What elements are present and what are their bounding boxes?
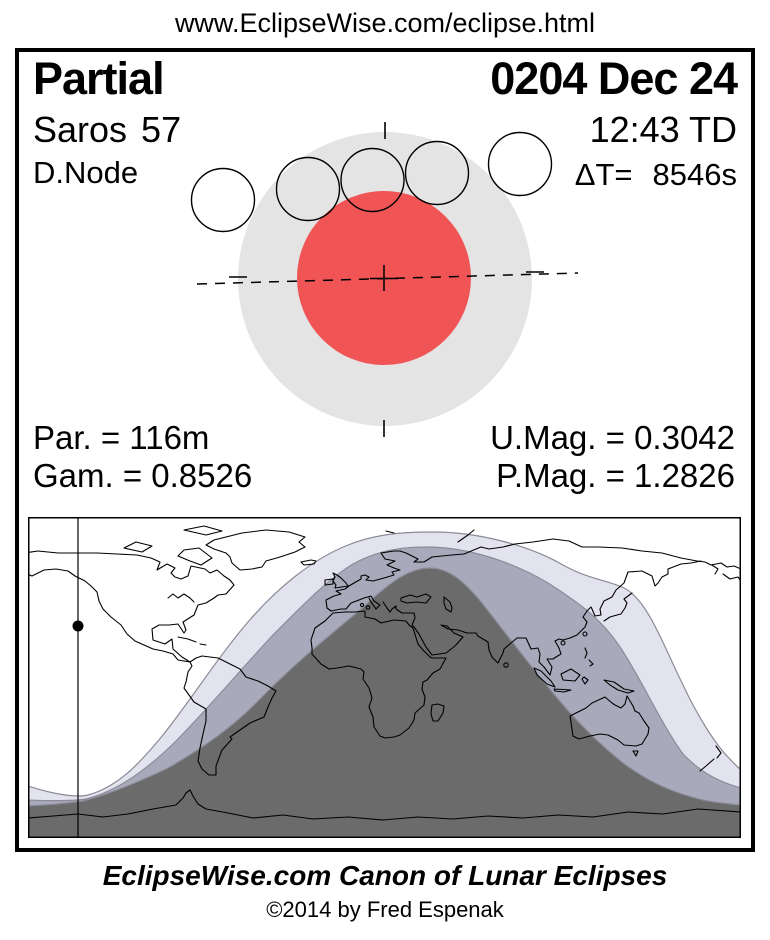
eclipse-geometry-diagram [190,122,579,437]
moon-path-dashed-line [196,272,579,285]
moon-contact-circle-3 [340,147,405,213]
moon-contact-circle-2 [275,156,341,222]
gamma-value: Gam. = 0.8526 [33,457,253,494]
moon-contact-circles [190,131,553,233]
page-url-text: www.EclipseWise.com/eclipse.html [174,8,596,38]
zone-entire-eclipse-visible [29,568,740,837]
delta-t-line: ΔT= 8546s [575,159,737,190]
map-border [28,517,741,838]
copyright-line: ©2014 by Fred Espenak [266,897,504,922]
eclipse-date: 0204 Dec 24 [490,53,738,104]
eclipse-type-label: Partial [33,53,165,104]
delta-t-value: 8546s [652,157,737,192]
eclipse-visibility-map [28,517,741,838]
partial-duration: Par. = 116m [33,419,210,456]
plate-frame [15,48,755,852]
delta-t-label: ΔT= [574,157,633,192]
penumbral-magnitude: P.Mag. = 1.2826 [496,457,735,494]
saros-number: 57 [141,109,182,150]
sub-lunar-point-dot [72,620,84,632]
greatest-eclipse-time: 12:43 TD [589,109,737,150]
moon-contact-circle-4 [404,140,470,206]
node-label: D.Node [33,155,139,190]
moon-contact-circle-5 [487,131,553,197]
zone-boundaries [29,531,740,807]
coastlines [29,525,740,821]
umbral-magnitude: U.Mag. = 0.3042 [490,419,735,456]
saros-line: Saros 57 [33,112,181,148]
saros-label: Saros [33,109,128,150]
moon-contact-circle-1 [190,167,256,233]
canon-title: EclipseWise.com Canon of Lunar Eclipses [102,860,668,891]
